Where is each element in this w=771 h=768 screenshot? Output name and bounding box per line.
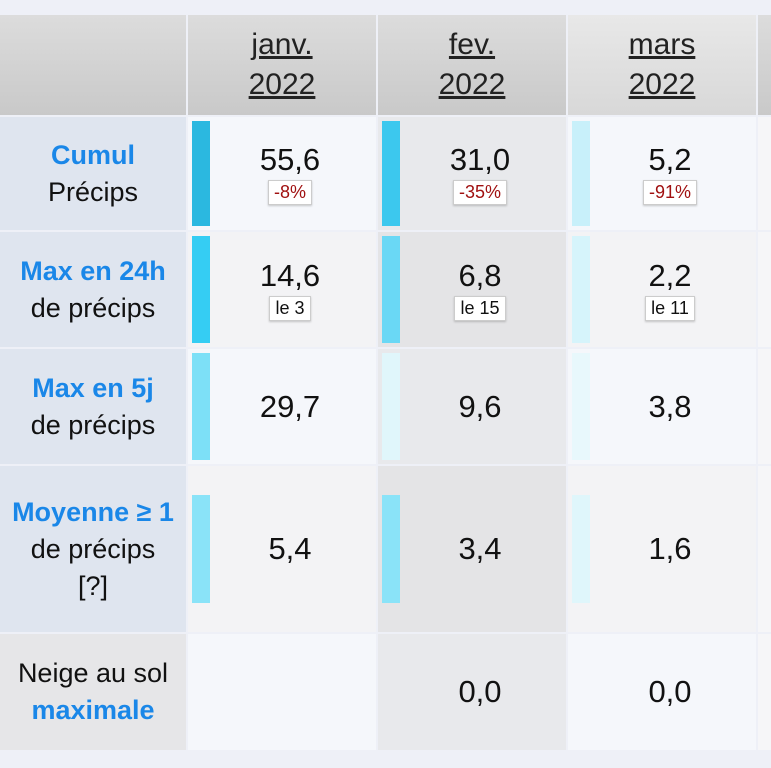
header-year: 2022: [438, 68, 506, 101]
intensity-bar: [572, 495, 590, 603]
column-header: fev. 2022: [378, 15, 566, 115]
cell: 3,8: [568, 349, 756, 464]
header-year: 2022: [628, 68, 696, 101]
label-line: Max en 5j: [32, 372, 154, 403]
row-label: Cumul Précips: [0, 117, 186, 230]
row-edge: [758, 349, 771, 464]
row-edge: [758, 232, 771, 347]
header-month: mars: [628, 28, 696, 61]
value: 5,4: [268, 531, 312, 566]
header-corner: [0, 15, 186, 115]
intensity-bar: [572, 121, 590, 226]
column-header: mars 2022: [568, 15, 756, 115]
value: 6,8: [458, 258, 502, 293]
value: 2,2: [648, 258, 692, 293]
row-label: Max en 5j de précips: [0, 349, 186, 464]
label-line: Précips: [47, 176, 139, 207]
value: 9,6: [458, 388, 502, 424]
row-edge: [758, 117, 771, 230]
label-line: Cumul: [51, 139, 135, 170]
cell: 0,0: [378, 634, 566, 750]
row-edge: [758, 634, 771, 750]
row-label: Moyenne ≥ 1 de précips [?]: [0, 466, 186, 632]
intensity-bar: [382, 495, 400, 603]
cell: 6,8 le 15: [378, 232, 566, 347]
header-month: janv.: [251, 28, 313, 61]
cell: 14,6 le 3: [188, 232, 376, 347]
note: -91%: [642, 180, 698, 205]
intensity-bar: [572, 353, 590, 460]
cell: 9,6: [378, 349, 566, 464]
note: -35%: [452, 180, 508, 205]
cell: 2,2 le 11: [568, 232, 756, 347]
value: 0,0: [458, 674, 502, 709]
header-month: fev.: [448, 28, 496, 61]
cell: 31,0 -35%: [378, 117, 566, 230]
header-year: 2022: [248, 68, 316, 101]
label-line: de précips: [30, 533, 156, 564]
label-line: maximale: [31, 695, 155, 725]
row-label: Max en 24h de précips: [0, 232, 186, 347]
value: 0,0: [648, 674, 692, 709]
label-line: [?]: [77, 570, 109, 601]
cell: 5,4: [188, 466, 376, 632]
cell: 0,0: [568, 634, 756, 750]
label-line: Moyenne ≥ 1: [12, 496, 174, 527]
value: 5,2: [648, 142, 692, 177]
intensity-bar: [192, 353, 210, 460]
intensity-bar: [572, 236, 590, 343]
note: le 3: [269, 296, 311, 321]
value: 55,6: [259, 142, 321, 177]
intensity-bar: [382, 121, 400, 226]
cell: 29,7: [188, 349, 376, 464]
value: 3,8: [648, 388, 692, 424]
value: 14,6: [259, 258, 321, 293]
value: 3,4: [458, 531, 502, 566]
column-header: janv. 2022: [188, 15, 376, 115]
intensity-bar: [192, 495, 210, 603]
note: -8%: [267, 180, 312, 205]
row-edge: [758, 466, 771, 632]
cell: [188, 634, 376, 750]
label-line: Neige au sol: [17, 658, 169, 688]
label-line: Max en 24h: [20, 255, 166, 286]
cell: 55,6 -8%: [188, 117, 376, 230]
header-edge: [758, 15, 771, 115]
value: 29,7: [259, 388, 321, 424]
cell: 5,2 -91%: [568, 117, 756, 230]
cell: 3,4: [378, 466, 566, 632]
intensity-bar: [192, 121, 210, 226]
row-label: Neige au sol maximale: [0, 634, 186, 750]
intensity-bar: [382, 236, 400, 343]
intensity-bar: [192, 236, 210, 343]
label-line: de précips: [30, 409, 156, 440]
cell: 1,6: [568, 466, 756, 632]
intensity-bar: [382, 353, 400, 460]
value: 1,6: [648, 531, 692, 566]
note: le 11: [645, 296, 695, 321]
note: le 15: [454, 296, 506, 321]
label-line: de précips: [30, 292, 156, 323]
value: 31,0: [449, 142, 511, 177]
